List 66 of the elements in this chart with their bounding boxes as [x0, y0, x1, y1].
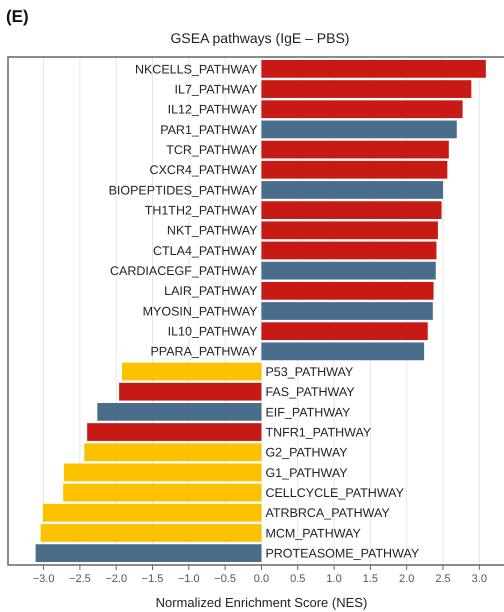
y-tick-label: FAS_PATHWAY — [265, 385, 356, 400]
x-tick-label: 0.0 — [254, 573, 270, 585]
x-tick-label: −3.0 — [32, 573, 54, 585]
bar — [261, 242, 436, 260]
bar — [42, 504, 262, 522]
x-tick-label: 2.5 — [435, 573, 451, 585]
bar — [261, 80, 472, 98]
y-tick-label: TH1TH2_PATHWAY — [144, 203, 258, 218]
y-tick-label: NKT_PATHWAY — [166, 224, 258, 238]
bar — [261, 262, 436, 280]
y-tick-label: CXCR4_PATHWAY — [150, 163, 258, 178]
y-tick-label: CELLCYCLE_PATHWAY — [265, 486, 405, 500]
x-tick-label: −2.0 — [105, 573, 128, 585]
y-tick-label: LAIR_PATHWAY — [164, 284, 258, 298]
x-tick-label: 1.5 — [362, 573, 378, 585]
y-tick-label: CTLA4_PATHWAY — [153, 244, 258, 258]
y-tick-label: BIOPEPTIDES_PATHWAY — [108, 183, 258, 198]
bar — [261, 160, 448, 179]
y-tick-label: PPARA_PATHWAY — [150, 344, 258, 359]
bar — [261, 120, 457, 138]
bar — [261, 181, 443, 199]
bar — [261, 221, 438, 240]
bar — [64, 464, 262, 482]
y-tick-label: EIF_PATHWAY — [265, 405, 352, 420]
x-tick-label: 2.0 — [399, 573, 414, 585]
y-tick-label: IL7_PATHWAY — [174, 82, 258, 96]
y-tick-label: TCR_PATHWAY — [166, 142, 258, 157]
x-axis-title: Normalized Enrichment Score (NES) — [156, 595, 368, 610]
bar — [261, 342, 424, 360]
x-tick-label: 0.5 — [290, 573, 306, 585]
bar — [261, 201, 442, 219]
y-tick-label: CARDIACEGF_PATHWAY — [110, 264, 258, 278]
y-tick-label: MYOSIN_PATHWAY — [142, 304, 258, 318]
x-tick-label: −1.5 — [142, 573, 164, 585]
y-tick-label: PROTEASOME_PATHWAY — [265, 546, 420, 560]
bar — [261, 100, 463, 118]
bar — [122, 362, 262, 380]
bar — [40, 524, 262, 542]
x-tick-label: −2.5 — [69, 573, 91, 585]
y-tick-label: PAR1_PATHWAY — [160, 122, 258, 137]
bar — [84, 443, 262, 462]
y-tick-label: MCM_PATHWAY — [265, 526, 362, 540]
chart-title: GSEA pathways (IgE – PBS) — [170, 30, 350, 46]
x-tick-label: −0.5 — [214, 573, 236, 585]
y-tick-label: G1_PATHWAY — [265, 466, 348, 480]
x-tick-label: 1.0 — [326, 573, 342, 585]
y-tick-label: IL12_PATHWAY — [168, 102, 258, 117]
bar — [87, 423, 262, 441]
bar — [63, 484, 262, 502]
y-tick-label: NKCELLS_PATHWAY — [134, 62, 258, 76]
bar — [261, 322, 428, 340]
y-tick-label: TNFR1_PATHWAY — [265, 425, 372, 440]
bar — [261, 282, 434, 300]
y-tick-label: ATRBRCA_PATHWAY — [265, 506, 390, 520]
bar — [36, 544, 262, 562]
bar — [261, 140, 449, 158]
bar — [119, 382, 262, 401]
y-tick-label: IL10_PATHWAY — [168, 324, 258, 339]
bar — [261, 302, 433, 320]
bar — [261, 60, 486, 78]
x-tick-label: −1.0 — [178, 573, 200, 585]
x-tick-label: 3.0 — [472, 573, 487, 585]
text: (E) — [6, 7, 29, 26]
y-tick-label: G2_PATHWAY — [265, 446, 348, 460]
bar — [97, 403, 262, 421]
y-tick-label: P53_PATHWAY — [265, 364, 354, 379]
